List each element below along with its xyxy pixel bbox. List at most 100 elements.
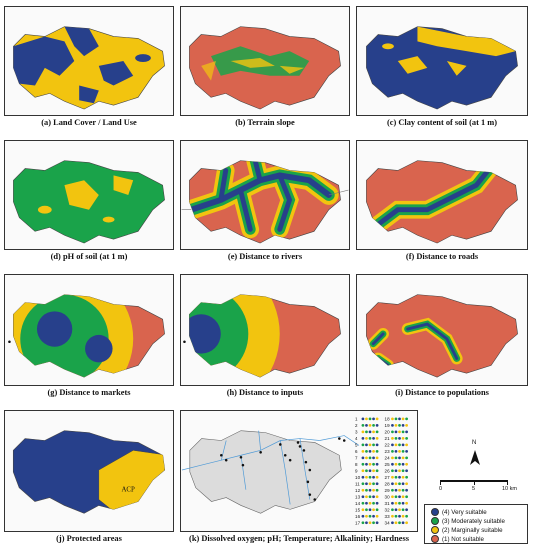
- station-suitability-dot: [361, 423, 365, 427]
- station-suitability-dot: [375, 430, 379, 434]
- station-suitability-dot: [398, 456, 401, 460]
- map-panel-c: [356, 6, 528, 116]
- map-panel-d: [4, 140, 174, 250]
- station-suitability-dot: [368, 430, 372, 434]
- station-suitability-dot: [375, 521, 379, 525]
- sampling-station-marker: [302, 449, 306, 452]
- station-suitability-dot: [361, 475, 365, 479]
- distance-rivers-map: [181, 160, 349, 244]
- sampling-station-marker: [259, 451, 262, 454]
- station-suitability-dot: [401, 488, 405, 492]
- caption-e: (e) Distance to rivers: [227, 252, 303, 261]
- station-number: 32: [385, 507, 391, 512]
- station-suitability-dot: [372, 456, 375, 460]
- station-suitability-dot: [375, 462, 379, 466]
- station-number: 8: [355, 462, 358, 467]
- scale-tick-1: 5: [472, 486, 476, 492]
- station-suitability-dot: [398, 449, 401, 453]
- station-suitability-dot: [365, 469, 368, 473]
- station-suitability-dot: [361, 417, 365, 421]
- station-suitability-dot: [391, 501, 394, 505]
- station-suitability-dot: [372, 482, 375, 486]
- station-number: 23: [385, 449, 391, 454]
- water-quality-map: 1234567891011121314151617181920212223242…: [181, 416, 408, 525]
- station-suitability-dot: [391, 475, 394, 479]
- station-suitability-dot: [372, 423, 375, 427]
- station-number: 29: [385, 488, 391, 493]
- station-suitability-dot: [375, 417, 379, 421]
- station-suitability-dot: [394, 514, 398, 518]
- station-suitability-dot: [405, 430, 408, 434]
- station-suitability-dot: [368, 443, 372, 447]
- station-suitability-dot: [372, 449, 375, 453]
- station-suitability-dot: [405, 521, 408, 525]
- station-suitability-dot: [372, 462, 375, 466]
- station-suitability-dot: [398, 488, 401, 492]
- legend-swatch: [431, 517, 439, 525]
- station-suitability-dot: [368, 495, 372, 499]
- station-number: 7: [355, 455, 358, 460]
- sampling-station-marker: [288, 458, 292, 462]
- map-panel-a: [4, 6, 174, 116]
- station-suitability-dot: [375, 475, 379, 479]
- station-number: 2: [355, 423, 358, 428]
- station-suitability-dot: [361, 501, 365, 505]
- station-suitability-dot: [368, 488, 372, 492]
- station-suitability-dot: [361, 521, 365, 525]
- station-suitability-dot: [405, 501, 408, 505]
- station-suitability-dot: [368, 469, 372, 473]
- station-suitability-dot: [372, 521, 375, 525]
- station-suitability-dot: [372, 417, 375, 421]
- station-suitability-dot: [372, 508, 375, 512]
- caption-a: (a) Land Cover / Land Use: [41, 118, 137, 127]
- station-number: 6: [355, 449, 358, 454]
- caption-h: (h) Distance to inputs: [226, 388, 304, 397]
- station-suitability-dot: [368, 501, 372, 505]
- station-number: 24: [385, 455, 391, 460]
- station-suitability-dot: [391, 462, 394, 466]
- station-suitability-dot: [401, 456, 405, 460]
- station-suitability-dot: [391, 482, 394, 486]
- station-suitability-dot: [394, 417, 398, 421]
- clay-content-map: [366, 26, 518, 110]
- caption-c: (c) Clay content of soil (at 1 m): [386, 118, 497, 127]
- station-number: 34: [385, 520, 391, 525]
- station-suitability-dot: [368, 475, 372, 479]
- sampling-station-marker: [304, 460, 308, 464]
- station-suitability-dot: [391, 456, 394, 460]
- station-suitability-dot: [372, 488, 375, 492]
- station-suitability-dot: [394, 449, 398, 453]
- scale-tick-2: 10 km: [502, 486, 517, 492]
- station-suitability-dot: [398, 495, 401, 499]
- station-suitability-dot: [394, 488, 398, 492]
- station-suitability-dot: [405, 423, 408, 427]
- station-suitability-dot: [405, 475, 408, 479]
- station-number: 11: [355, 481, 360, 486]
- station-suitability-dot: [398, 501, 401, 505]
- station-suitability-dot: [405, 514, 408, 518]
- station-suitability-dot: [391, 521, 394, 525]
- station-number: 33: [385, 514, 391, 519]
- station-suitability-dot: [401, 449, 405, 453]
- station-suitability-dot: [398, 514, 401, 518]
- station-suitability-dot: [375, 456, 379, 460]
- station-number: 18: [385, 416, 391, 421]
- station-suitability-dot: [394, 501, 398, 505]
- station-suitability-dot: [368, 436, 372, 440]
- map-panel-b: [180, 6, 350, 116]
- station-suitability-dot: [372, 443, 375, 447]
- station-suitability-dot: [365, 456, 368, 460]
- sampling-station-marker: [296, 441, 300, 444]
- station-number: 4: [355, 436, 358, 441]
- sampling-station-marker: [239, 455, 243, 459]
- station-suitability-dot: [368, 423, 372, 427]
- station-suitability-dot: [361, 495, 365, 499]
- distance-roads-map: [366, 160, 518, 244]
- station-suitability-dot: [372, 430, 375, 434]
- station-suitability-dot: [375, 443, 379, 447]
- station-suitability-dot: [361, 462, 365, 466]
- station-suitability-dot: [372, 469, 375, 473]
- station-suitability-dot: [394, 475, 398, 479]
- station-number: 1: [355, 416, 358, 421]
- sampling-station-marker: [241, 463, 245, 467]
